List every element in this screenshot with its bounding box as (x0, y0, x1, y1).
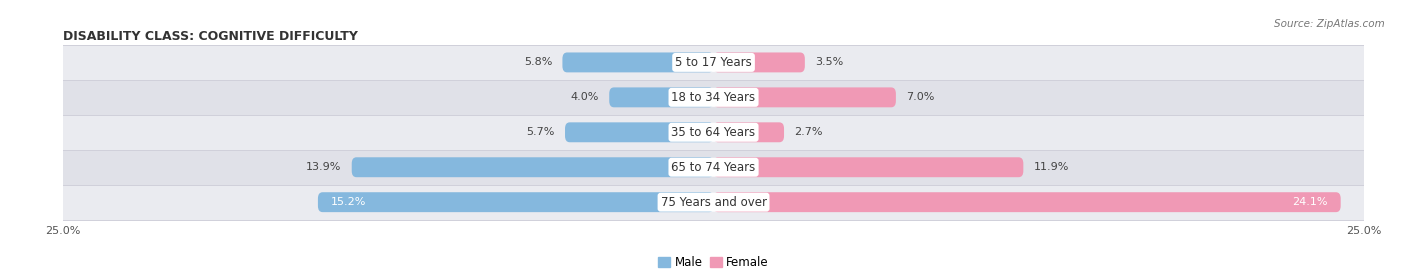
FancyBboxPatch shape (565, 122, 714, 142)
FancyBboxPatch shape (562, 52, 714, 72)
Text: 2.7%: 2.7% (794, 127, 823, 137)
Bar (63, 150, 1364, 185)
Bar (63, 45, 1364, 80)
FancyBboxPatch shape (713, 192, 1341, 212)
Text: 15.2%: 15.2% (332, 197, 367, 207)
Text: 5 to 17 Years: 5 to 17 Years (675, 56, 752, 69)
FancyBboxPatch shape (352, 157, 714, 177)
FancyBboxPatch shape (713, 122, 785, 142)
FancyBboxPatch shape (318, 192, 714, 212)
Text: 5.8%: 5.8% (524, 58, 553, 68)
Text: 65 to 74 Years: 65 to 74 Years (672, 161, 755, 174)
Text: 35 to 64 Years: 35 to 64 Years (672, 126, 755, 139)
FancyBboxPatch shape (713, 87, 896, 107)
Text: 7.0%: 7.0% (905, 92, 935, 102)
Legend: Male, Female: Male, Female (658, 256, 769, 269)
Text: 5.7%: 5.7% (526, 127, 555, 137)
Bar (63, 80, 1364, 115)
Bar (63, 115, 1364, 150)
Text: 4.0%: 4.0% (571, 92, 599, 102)
Text: 24.1%: 24.1% (1292, 197, 1327, 207)
Text: 3.5%: 3.5% (815, 58, 844, 68)
FancyBboxPatch shape (609, 87, 714, 107)
FancyBboxPatch shape (713, 157, 1024, 177)
Bar (63, 185, 1364, 220)
Text: 18 to 34 Years: 18 to 34 Years (672, 91, 755, 104)
Text: DISABILITY CLASS: COGNITIVE DIFFICULTY: DISABILITY CLASS: COGNITIVE DIFFICULTY (63, 30, 359, 43)
FancyBboxPatch shape (713, 52, 804, 72)
Text: 75 Years and over: 75 Years and over (661, 196, 766, 209)
Text: 11.9%: 11.9% (1033, 162, 1069, 172)
Text: Source: ZipAtlas.com: Source: ZipAtlas.com (1274, 19, 1385, 29)
Text: 13.9%: 13.9% (307, 162, 342, 172)
